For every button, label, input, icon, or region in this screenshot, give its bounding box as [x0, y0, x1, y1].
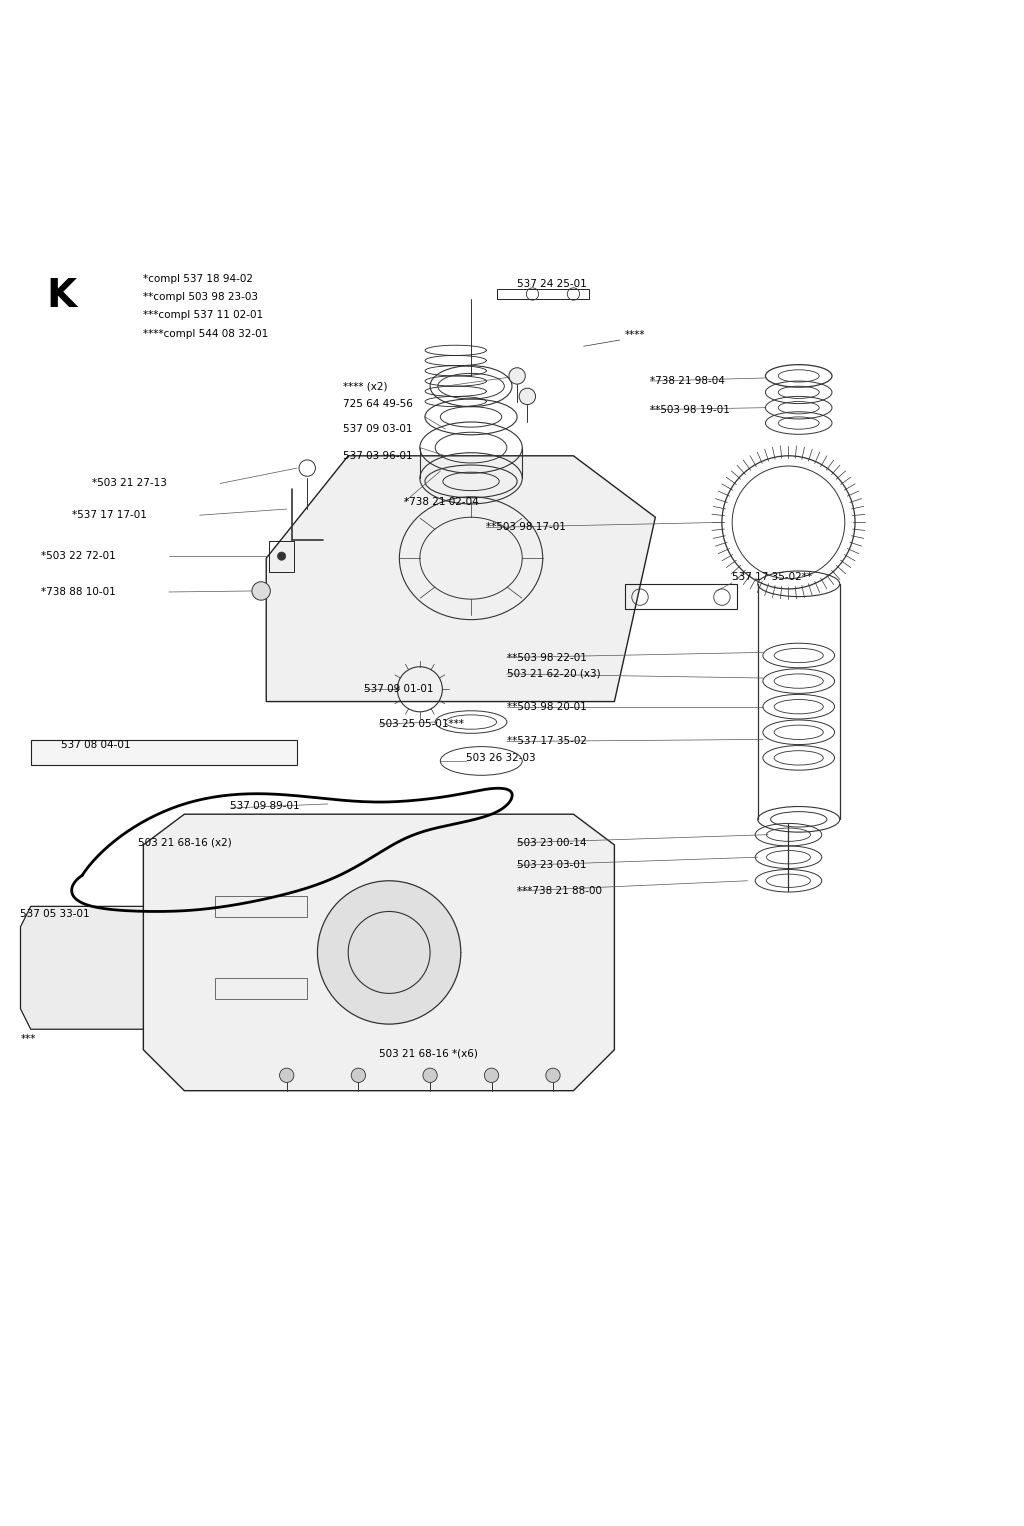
Text: ***: *** — [20, 1035, 36, 1044]
Circle shape — [509, 368, 525, 385]
Text: **** (x2): **** (x2) — [343, 382, 387, 391]
Circle shape — [280, 1068, 294, 1082]
Text: *738 21 98-04: *738 21 98-04 — [650, 375, 725, 386]
Text: 537 24 25-01: 537 24 25-01 — [517, 279, 587, 288]
Text: 537 05 33-01: 537 05 33-01 — [20, 908, 90, 919]
Text: 503 26 32-03: 503 26 32-03 — [466, 752, 536, 763]
Circle shape — [546, 1068, 560, 1082]
Text: **503 98 19-01: **503 98 19-01 — [650, 404, 730, 415]
Text: K: K — [46, 276, 76, 314]
Circle shape — [317, 881, 461, 1024]
Text: 503 21 68-16 (x2): 503 21 68-16 (x2) — [138, 838, 232, 848]
Text: 537 03 96-01: 537 03 96-01 — [343, 450, 413, 461]
Text: 503 21 62-20 (x3): 503 21 62-20 (x3) — [507, 668, 600, 679]
Text: *738 88 10-01: *738 88 10-01 — [41, 588, 116, 597]
Text: 503 23 03-01: 503 23 03-01 — [517, 861, 587, 870]
Polygon shape — [266, 456, 655, 702]
Text: *503 21 27-13: *503 21 27-13 — [92, 479, 167, 488]
Text: 537 08 04-01: 537 08 04-01 — [61, 740, 131, 749]
Text: 537 17 35-02**: 537 17 35-02** — [732, 572, 812, 581]
Circle shape — [484, 1068, 499, 1082]
Text: ***compl 537 11 02-01: ***compl 537 11 02-01 — [143, 310, 263, 320]
Text: 503 25 05-01***: 503 25 05-01*** — [379, 719, 464, 729]
Text: ***738 21 88-00: ***738 21 88-00 — [517, 887, 602, 896]
Text: 537 09 01-01: 537 09 01-01 — [364, 684, 433, 694]
Text: *738 21 02-04: *738 21 02-04 — [404, 497, 479, 507]
Text: 503 23 00-14: 503 23 00-14 — [517, 838, 587, 848]
Text: **537 17 35-02: **537 17 35-02 — [507, 737, 587, 746]
Text: 725 64 49-56: 725 64 49-56 — [343, 398, 413, 409]
Polygon shape — [143, 815, 614, 1091]
Text: **503 98 20-01: **503 98 20-01 — [507, 702, 587, 711]
Circle shape — [423, 1068, 437, 1082]
Text: ****: **** — [625, 330, 645, 340]
Text: *compl 537 18 94-02: *compl 537 18 94-02 — [143, 273, 253, 284]
Polygon shape — [31, 740, 297, 765]
Circle shape — [252, 581, 270, 600]
Circle shape — [351, 1068, 366, 1082]
Text: 503 21 68-16 *(x6): 503 21 68-16 *(x6) — [379, 1048, 478, 1059]
Polygon shape — [20, 906, 225, 1029]
Text: 537 09 89-01: 537 09 89-01 — [230, 801, 300, 810]
Text: *537 17 17-01: *537 17 17-01 — [72, 510, 146, 520]
Text: *503 22 72-01: *503 22 72-01 — [41, 551, 116, 562]
Circle shape — [278, 552, 286, 560]
Text: ****compl 544 08 32-01: ****compl 544 08 32-01 — [143, 328, 268, 339]
Text: 537 09 03-01: 537 09 03-01 — [343, 424, 413, 435]
Text: **compl 503 98 23-03: **compl 503 98 23-03 — [143, 291, 258, 302]
Text: **503 98 22-01: **503 98 22-01 — [507, 653, 587, 662]
Text: **503 98 17-01: **503 98 17-01 — [486, 522, 566, 533]
Circle shape — [519, 388, 536, 404]
